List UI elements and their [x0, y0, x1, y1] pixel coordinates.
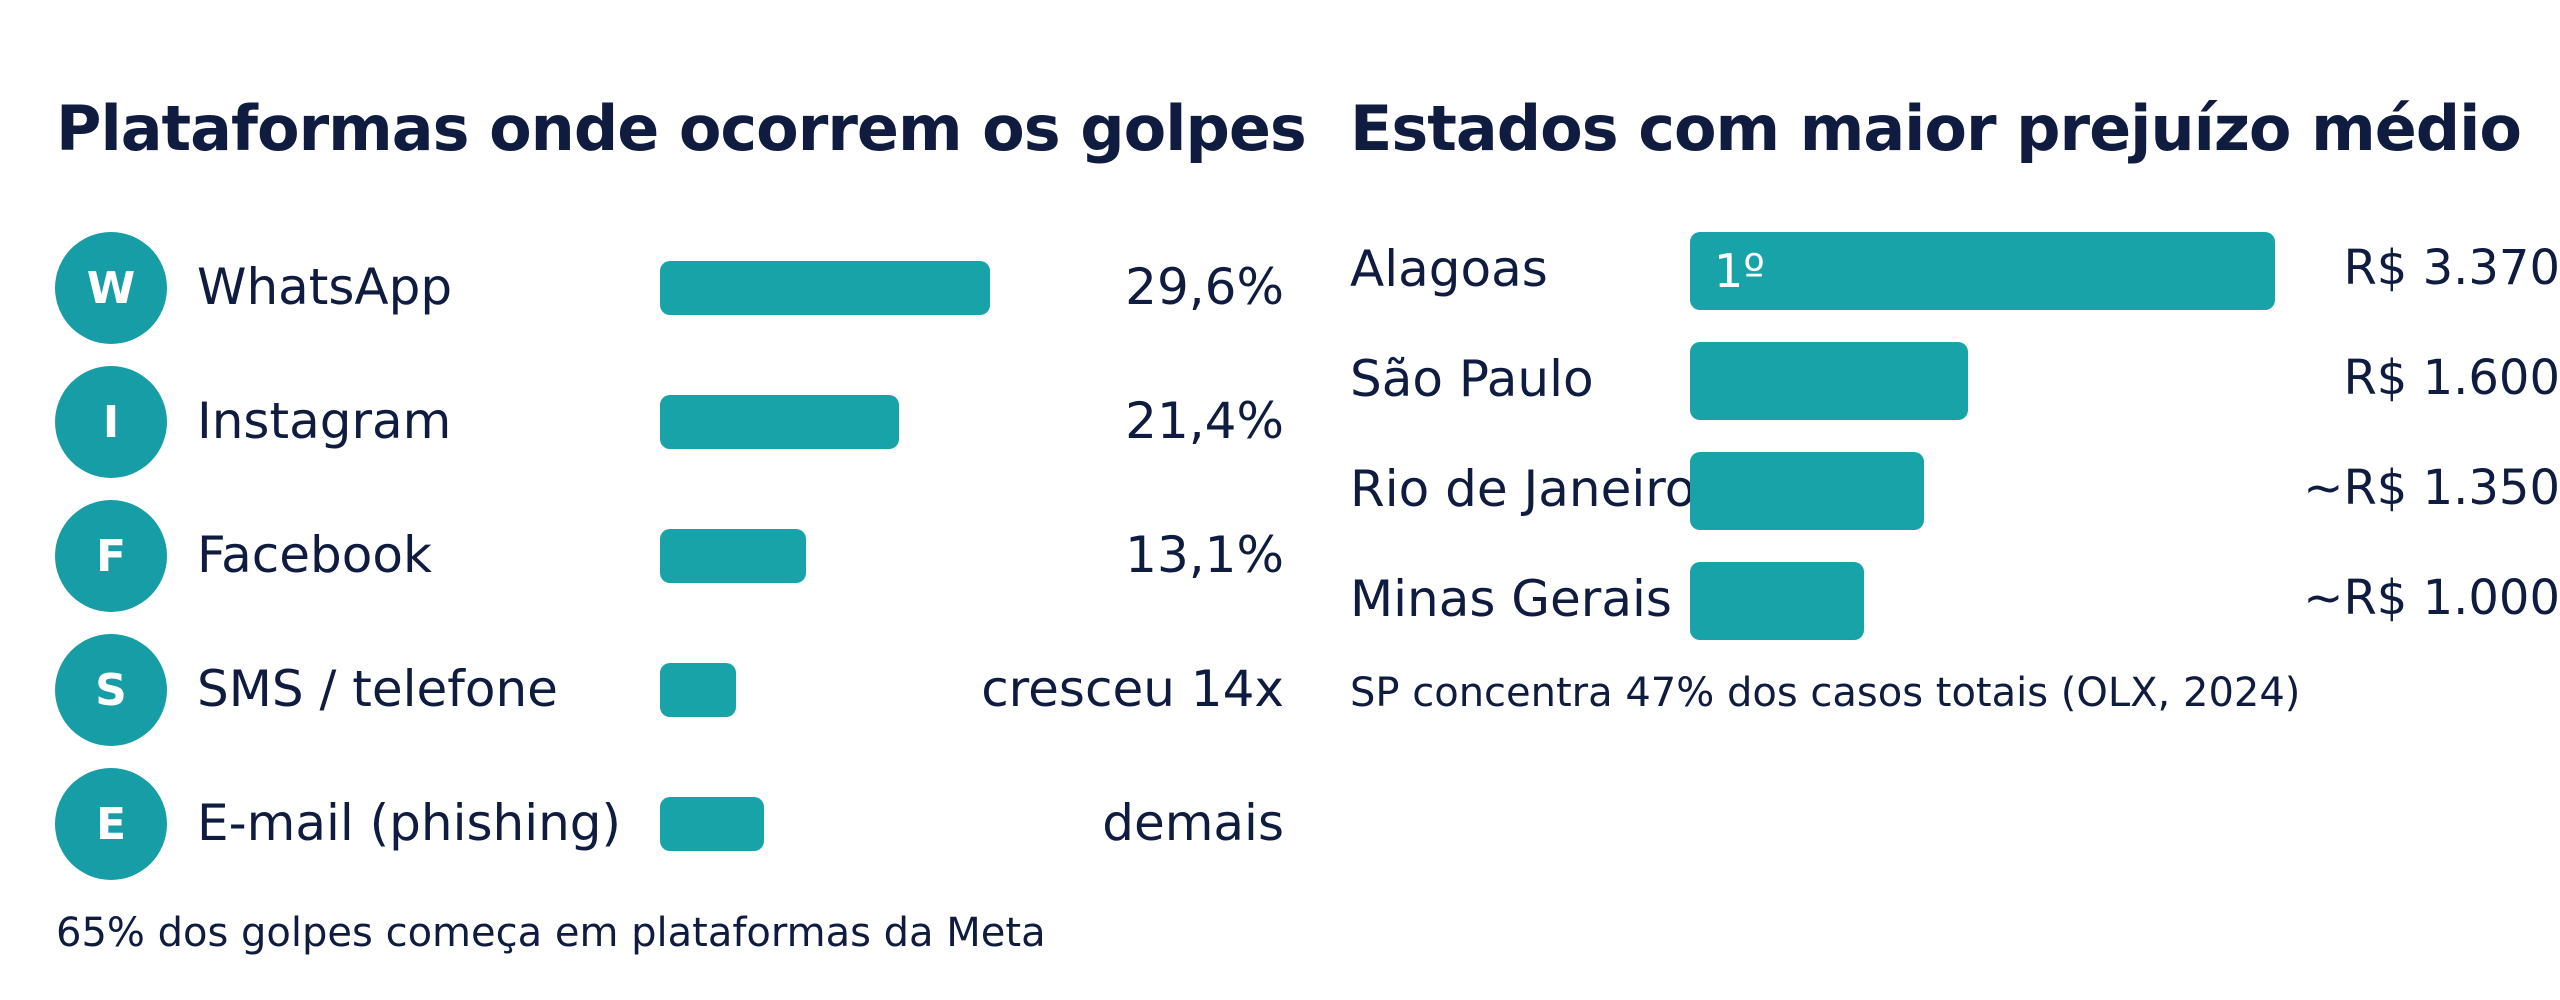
platform-bar [660, 261, 990, 315]
state-rank-label: 1º [1714, 244, 1765, 298]
state-value-label: R$ 1.600 [2343, 350, 2560, 406]
state-row: Minas Gerais ~R$ 1.000 [1330, 562, 2560, 642]
state-bar [1690, 342, 1968, 420]
platform-value-label: demais [1102, 794, 1284, 852]
state-bar: 1º [1690, 232, 2275, 310]
platform-badge: W [55, 232, 167, 344]
platform-row: I Instagram 21,4% [0, 362, 1300, 482]
platform-row: E E-mail (phishing) demais [0, 764, 1300, 884]
platform-label: WhatsApp [197, 258, 453, 316]
platform-bar [660, 529, 806, 583]
platforms-panel: Plataformas onde ocorrem os golpes W What… [0, 92, 1307, 956]
state-label: São Paulo [1350, 350, 1594, 408]
platform-label: Instagram [197, 392, 452, 450]
platform-value-label: cresceu 14x [981, 660, 1284, 718]
platform-bar [660, 797, 764, 851]
state-value-label: ~R$ 1.000 [2303, 570, 2560, 626]
platform-label: E-mail (phishing) [197, 794, 622, 852]
platform-label: SMS / telefone [197, 660, 558, 718]
state-value-label: ~R$ 1.350 [2303, 460, 2560, 516]
states-panel: Estados com maior prejuízo médio Alagoas… [1330, 0, 2560, 1000]
state-label: Minas Gerais [1350, 570, 1672, 628]
state-bar [1690, 562, 1864, 640]
platform-value-label: 21,4% [1125, 392, 1284, 450]
platforms-title: Plataformas onde ocorrem os golpes [56, 92, 1307, 165]
platform-row: W WhatsApp 29,6% [0, 228, 1300, 348]
state-value-label: R$ 3.370 [2343, 240, 2560, 296]
platform-label: Facebook [197, 526, 432, 584]
states-title: Estados com maior prejuízo médio [1350, 92, 2522, 165]
state-row: São Paulo R$ 1.600 [1330, 342, 2560, 422]
states-footnote: SP concentra 47% dos casos totais (OLX, … [1350, 670, 2301, 716]
state-row: Alagoas 1º R$ 3.370 [1330, 232, 2560, 312]
state-bar [1690, 452, 1924, 530]
platform-value-label: 13,1% [1125, 526, 1284, 584]
platform-value-label: 29,6% [1125, 258, 1284, 316]
platform-row: F Facebook 13,1% [0, 496, 1300, 616]
platform-bar [660, 395, 899, 449]
state-row: Rio de Janeiro ~R$ 1.350 [1330, 452, 2560, 532]
platforms-footnote: 65% dos golpes começa em plataformas da … [56, 910, 1046, 956]
platform-bar [660, 663, 736, 717]
platform-badge: E [55, 768, 167, 880]
state-label: Alagoas [1350, 240, 1548, 298]
platform-row: S SMS / telefone cresceu 14x [0, 630, 1300, 750]
platform-badge: S [55, 634, 167, 746]
state-label: Rio de Janeiro [1350, 460, 1696, 518]
platform-badge: F [55, 500, 167, 612]
platform-badge: I [55, 366, 167, 478]
